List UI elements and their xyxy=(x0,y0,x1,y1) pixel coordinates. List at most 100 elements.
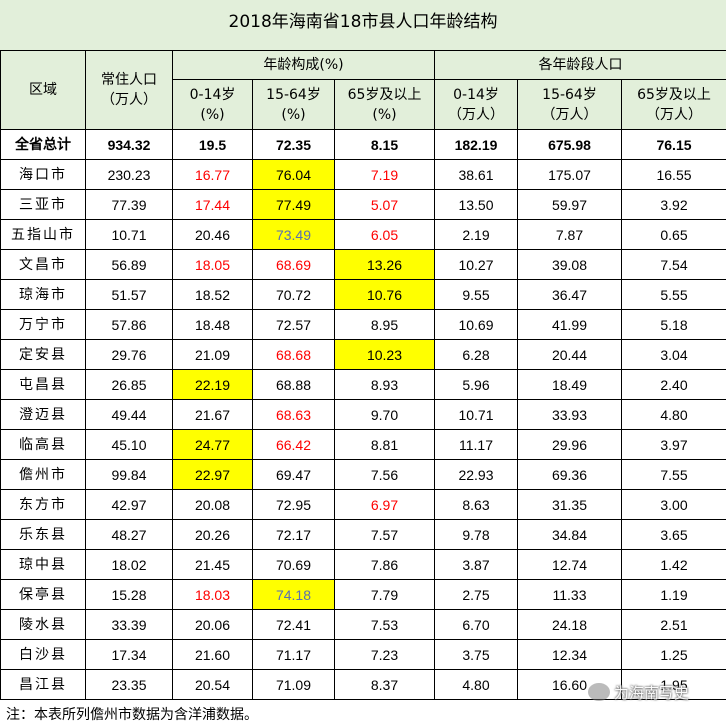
value-cell: 73.49 xyxy=(252,219,335,250)
value-cell: 31.35 xyxy=(517,489,622,520)
value-cell: 17.34 xyxy=(85,639,173,670)
table-row: 白沙县 17.34 21.60 71.17 7.23 3.75 12.34 1.25 xyxy=(0,639,726,670)
value-cell: 76.15 xyxy=(620,129,726,160)
table-row: 海口市 230.23 16.77 76.04 7.19 38.61 175.07 16.55 xyxy=(0,159,726,190)
value-cell: 7.55 xyxy=(620,459,726,490)
value-cell: 6.97 xyxy=(334,489,435,520)
value-cell: 7.79 xyxy=(334,579,435,610)
value-cell: 22.93 xyxy=(434,459,518,490)
value-cell: 1.19 xyxy=(620,579,726,610)
region-cell: 乐东县 xyxy=(0,519,86,550)
region-cell: 昌江县 xyxy=(0,669,86,700)
value-cell: 68.69 xyxy=(252,249,335,280)
table-row: 屯昌县 26.85 22.19 68.88 8.93 5.96 18.49 2.40 xyxy=(0,369,726,400)
value-cell: 20.26 xyxy=(172,519,253,550)
value-cell: 59.97 xyxy=(517,189,622,220)
table-row: 东方市 42.97 20.08 72.95 6.97 8.63 31.35 3.00 xyxy=(0,489,726,520)
value-cell: 3.87 xyxy=(434,549,518,580)
value-cell: 24.18 xyxy=(517,609,622,640)
value-cell: 10.71 xyxy=(85,219,173,250)
value-cell: 10.71 xyxy=(434,399,518,430)
value-cell: 4.80 xyxy=(434,669,518,700)
wechat-icon xyxy=(588,683,610,701)
value-cell: 71.09 xyxy=(252,669,335,700)
value-cell: 7.23 xyxy=(334,639,435,670)
value-cell: 2.75 xyxy=(434,579,518,610)
table-row: 琼海市 51.57 18.52 70.72 10.76 9.55 36.47 5.55 xyxy=(0,279,726,310)
value-cell: 3.92 xyxy=(620,189,726,220)
value-cell: 2.19 xyxy=(434,219,518,250)
watermark: 为海南写史 xyxy=(588,679,689,705)
region-cell: 儋州市 xyxy=(0,459,86,490)
header-row-1: 区域 常住人口 （万人） 年龄构成(%) 各年龄段人口 xyxy=(0,50,726,130)
table-row: 文昌市 56.89 18.05 68.69 13.26 10.27 39.08 7.54 xyxy=(0,249,726,280)
region-cell: 临高县 xyxy=(0,429,86,460)
value-cell: 7.53 xyxy=(334,609,435,640)
table-row: 万宁市 57.86 18.48 72.57 8.95 10.69 41.99 5.18 xyxy=(0,309,726,340)
value-cell: 21.60 xyxy=(172,639,253,670)
value-cell: 16.55 xyxy=(620,159,726,190)
value-cell: 18.05 xyxy=(172,249,253,280)
value-cell: 7.57 xyxy=(334,519,435,550)
value-cell: 70.69 xyxy=(252,549,335,580)
value-cell: 76.04 xyxy=(252,159,335,190)
table-row: 三亚市 77.39 17.44 77.49 5.07 13.50 59.97 3.92 xyxy=(0,189,726,220)
header-region: 区域 xyxy=(0,50,86,130)
page-title: 2018年海南省18市县人口年龄结构 xyxy=(0,0,726,38)
value-cell: 99.84 xyxy=(85,459,173,490)
value-cell: 6.05 xyxy=(334,219,435,250)
value-cell: 69.36 xyxy=(517,459,622,490)
value-cell: 29.96 xyxy=(517,429,622,460)
value-cell: 2.51 xyxy=(620,609,726,640)
subheader-cell: 0-14岁 （万人） xyxy=(434,79,518,130)
table-row: 儋州市 99.84 22.97 69.47 7.56 22.93 69.36 7.55 xyxy=(0,459,726,490)
value-cell: 42.97 xyxy=(85,489,173,520)
value-cell: 8.95 xyxy=(334,309,435,340)
value-cell: 18.52 xyxy=(172,279,253,310)
value-cell: 7.87 xyxy=(517,219,622,250)
value-cell: 70.72 xyxy=(252,279,335,310)
value-cell: 3.04 xyxy=(620,339,726,370)
value-cell: 22.19 xyxy=(172,369,253,400)
header-population: 常住人口 （万人） xyxy=(85,50,173,130)
subheader-cell: 65岁及以上 (%) xyxy=(334,79,435,130)
value-cell: 72.17 xyxy=(252,519,335,550)
table-row: 乐东县 48.27 20.26 72.17 7.57 9.78 34.84 3.65 xyxy=(0,519,726,550)
table-row: 澄迈县 49.44 21.67 68.63 9.70 10.71 33.93 4.80 xyxy=(0,399,726,430)
value-cell: 33.93 xyxy=(517,399,622,430)
value-cell: 20.44 xyxy=(517,339,622,370)
value-cell: 7.19 xyxy=(334,159,435,190)
value-cell: 8.37 xyxy=(334,669,435,700)
value-cell: 0.65 xyxy=(620,219,726,250)
value-cell: 5.18 xyxy=(620,309,726,340)
value-cell: 1.95 xyxy=(620,669,726,700)
value-cell: 19.5 xyxy=(172,129,253,160)
value-cell: 22.97 xyxy=(172,459,253,490)
region-cell: 东方市 xyxy=(0,489,86,520)
value-cell: 6.70 xyxy=(434,609,518,640)
table-row: 临高县 45.10 24.77 66.42 8.81 11.17 29.96 3.97 xyxy=(0,429,726,460)
value-cell: 21.09 xyxy=(172,339,253,370)
header-age-population: 各年龄段人口 xyxy=(433,50,726,80)
value-cell: 20.08 xyxy=(172,489,253,520)
value-cell: 20.54 xyxy=(172,669,253,700)
value-cell: 8.81 xyxy=(334,429,435,460)
value-cell: 3.65 xyxy=(620,519,726,550)
value-cell: 72.57 xyxy=(252,309,335,340)
value-cell: 51.57 xyxy=(85,279,173,310)
region-cell: 五指山市 xyxy=(0,219,86,250)
value-cell: 3.00 xyxy=(620,489,726,520)
value-cell: 72.95 xyxy=(252,489,335,520)
value-cell: 21.67 xyxy=(172,399,253,430)
value-cell: 24.77 xyxy=(172,429,253,460)
region-cell: 万宁市 xyxy=(0,309,86,340)
table-row: 五指山市 10.71 20.46 73.49 6.05 2.19 7.87 0.65 xyxy=(0,219,726,250)
value-cell: 72.41 xyxy=(252,609,335,640)
table-row: 保亭县 15.28 18.03 74.18 7.79 2.75 11.33 1.19 xyxy=(0,579,726,610)
value-cell: 38.61 xyxy=(434,159,518,190)
value-cell: 12.74 xyxy=(517,549,622,580)
value-cell: 72.35 xyxy=(252,129,335,160)
value-cell: 20.06 xyxy=(172,609,253,640)
value-cell: 675.98 xyxy=(517,129,622,160)
value-cell: 68.68 xyxy=(252,339,335,370)
